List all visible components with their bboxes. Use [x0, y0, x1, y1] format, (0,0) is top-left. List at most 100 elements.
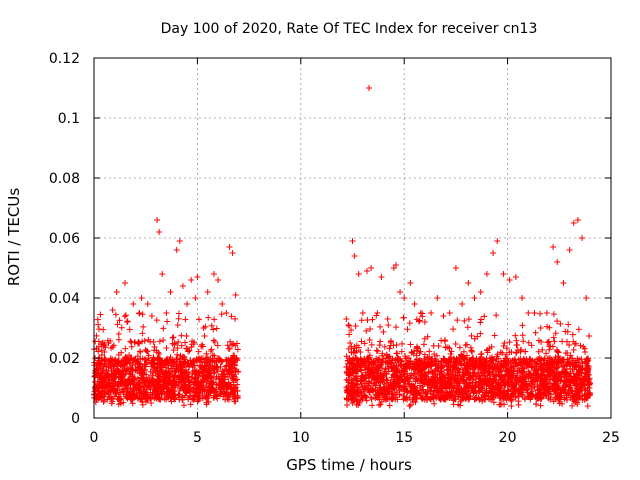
data-point	[505, 373, 512, 380]
data-point	[384, 361, 391, 368]
data-point	[346, 322, 353, 329]
data-point	[167, 289, 174, 295]
data-point	[465, 396, 472, 403]
data-point	[491, 332, 498, 339]
data-point	[348, 343, 355, 350]
data-point	[116, 396, 123, 403]
data-point	[147, 383, 154, 390]
data-point	[154, 217, 161, 223]
data-point	[568, 387, 575, 394]
data-point	[171, 340, 178, 347]
data-point	[468, 332, 475, 339]
data-point	[170, 334, 177, 341]
data-point	[461, 378, 468, 385]
data-point	[534, 371, 541, 378]
data-point	[102, 384, 109, 391]
data-point	[582, 366, 589, 373]
data-point	[188, 277, 195, 283]
data-point	[447, 350, 454, 357]
data-point	[154, 393, 161, 400]
data-point	[155, 349, 162, 356]
data-point	[130, 356, 137, 363]
data-point	[112, 311, 119, 318]
data-point	[575, 326, 582, 333]
data-point	[572, 359, 579, 366]
data-point	[200, 368, 207, 375]
data-point	[370, 358, 377, 365]
data-point	[210, 326, 217, 333]
data-point	[560, 280, 567, 286]
data-point	[454, 384, 461, 391]
data-point	[112, 357, 119, 364]
data-point	[349, 388, 356, 394]
data-point	[160, 337, 167, 344]
data-point	[376, 356, 383, 363]
data-point	[214, 367, 221, 374]
data-point	[542, 365, 549, 372]
data-point	[372, 361, 379, 368]
data-point	[123, 393, 130, 400]
data-point	[229, 394, 236, 401]
data-point	[181, 362, 188, 369]
data-point	[511, 357, 518, 364]
data-point	[481, 376, 488, 383]
data-point	[129, 367, 136, 374]
data-point	[508, 379, 515, 386]
data-point	[377, 323, 384, 330]
data-point	[128, 343, 135, 350]
data-point	[151, 347, 158, 354]
data-point	[477, 378, 484, 385]
data-point	[512, 274, 519, 280]
data-point	[575, 366, 582, 373]
data-point	[554, 348, 561, 355]
data-point	[398, 348, 405, 355]
data-point	[443, 383, 450, 390]
data-point	[384, 351, 391, 358]
data-point	[444, 366, 451, 373]
data-point	[232, 292, 239, 298]
data-point	[433, 358, 440, 365]
data-point	[344, 386, 351, 393]
data-point	[103, 367, 110, 374]
data-point	[211, 392, 218, 399]
data-point	[547, 391, 554, 398]
data-point	[392, 371, 399, 378]
data-point	[431, 400, 438, 407]
data-point	[458, 362, 465, 369]
data-point	[363, 383, 370, 390]
data-point	[115, 393, 122, 400]
data-point	[224, 385, 231, 392]
data-point	[164, 392, 171, 399]
data-point	[433, 380, 440, 387]
data-point	[100, 398, 107, 405]
data-point	[525, 393, 532, 400]
data-point	[392, 365, 399, 372]
data-point	[576, 369, 583, 376]
data-point	[585, 376, 592, 383]
data-point	[182, 339, 189, 346]
data-point	[363, 327, 370, 334]
data-point	[178, 332, 185, 339]
data-point	[222, 390, 229, 397]
data-point	[369, 316, 376, 323]
data-point	[488, 385, 495, 392]
data-point	[489, 378, 496, 385]
data-point	[180, 402, 187, 409]
data-point	[117, 379, 124, 385]
data-point	[474, 333, 481, 340]
data-point	[144, 397, 151, 404]
data-point	[204, 368, 211, 375]
data-point	[174, 345, 181, 352]
data-point	[357, 348, 364, 355]
data-point	[365, 356, 372, 363]
data-point	[157, 368, 164, 375]
data-point	[482, 359, 489, 366]
data-point	[94, 391, 101, 398]
data-point	[447, 380, 454, 387]
data-point	[218, 357, 225, 364]
data-point	[574, 217, 581, 223]
data-point	[430, 379, 437, 385]
data-point	[139, 374, 146, 381]
data-point	[479, 385, 486, 392]
data-point	[506, 339, 513, 346]
